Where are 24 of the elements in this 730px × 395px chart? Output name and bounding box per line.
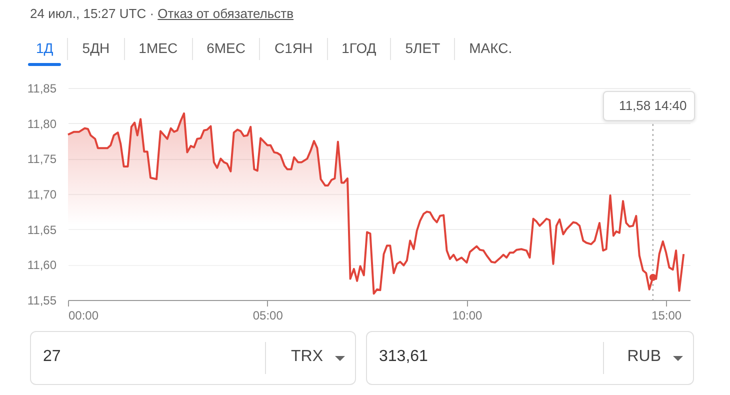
x-tick-label: 05:00 [252, 308, 284, 322]
y-tick-label: 11,85 [27, 82, 57, 96]
text: С1ЯН [274, 40, 313, 56]
y-tick-label: 11,55 [27, 294, 57, 308]
x-tick-label: 00:00 [68, 308, 99, 322]
text: 1МЕС [138, 40, 178, 56]
y-tick-label: 11,60 [27, 258, 57, 272]
y-tick-label: 11,75 [27, 152, 57, 166]
text: 1ГОД [342, 40, 376, 56]
text: Отказ от обязательств [158, 6, 294, 21]
input-field: 27 TRX [30, 331, 356, 385]
y-tick-label: 11,80 [27, 116, 57, 131]
text: 24 июл., 15:27 UTC · [30, 6, 154, 21]
text: 6МЕС [206, 40, 246, 56]
text: 5ДН [82, 40, 110, 56]
y-tick-label: 11,65 [27, 222, 57, 237]
x-tick-label: 15:00 [652, 308, 682, 322]
y-tick-label: 11,70 [27, 188, 57, 202]
text: МАКС. [469, 40, 512, 56]
x-tick-label: 10:00 [452, 308, 483, 322]
annotation: 11,58 14:40 [619, 98, 687, 113]
text: 5ЛЕТ [405, 40, 440, 56]
input-field: 313,61 RUB [366, 331, 694, 385]
text: 1Д [36, 40, 54, 56]
